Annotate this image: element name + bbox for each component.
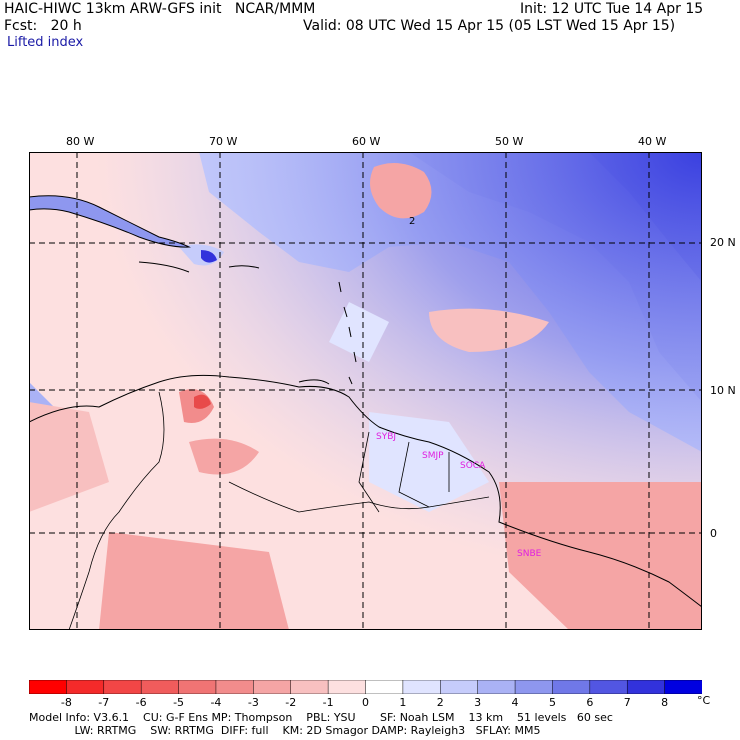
colorbar-swatch (253, 680, 292, 694)
country-border-west (68, 391, 165, 630)
colorbar-tick-label: 8 (661, 696, 669, 709)
lon-label-80w: 80 W (66, 135, 95, 148)
colorbar-tick-label: -2 (285, 696, 297, 709)
colorbar-tick-label: -3 (247, 696, 259, 709)
lon-label-40w: 40 W (638, 135, 667, 148)
colorbar-tick-label: 6 (586, 696, 594, 709)
title: HAIC-HIWC 13km ARW-GFS init NCAR/MMM (4, 1, 316, 17)
unstable-region-se (499, 482, 702, 630)
init-time: Init: 12 UTC Tue 14 Apr 15 (520, 1, 704, 17)
colorbar-tick-label: 3 (474, 696, 482, 709)
colorbar-swatch (140, 680, 180, 694)
station-smjp: SMJP (422, 451, 444, 461)
colorbar-tick-label: -5 (173, 696, 185, 709)
field-name: Lifted index (7, 35, 84, 50)
station-soca: SOCA (460, 461, 486, 471)
valid-time: Valid: 08 UTC Wed 15 Apr 15 (05 LST Wed … (303, 18, 676, 34)
colorbar-swatch (29, 680, 68, 694)
colorbar-swatch (626, 680, 666, 694)
graticule (29, 152, 702, 630)
map-frame (29, 152, 702, 630)
colorbar-swatch (664, 680, 702, 694)
colorbar-tick-label: 5 (548, 696, 556, 709)
colorbar-swatch (477, 680, 516, 694)
lon-label-60w: 60 W (352, 135, 381, 148)
unstable-cell-north (370, 163, 432, 219)
colorbar (29, 680, 702, 694)
colorbar-tick-label: 1 (399, 696, 407, 709)
station-snbe: SNBE (517, 549, 542, 559)
colorbar-tick-label: 2 (436, 696, 444, 709)
colorbar-swatch (552, 680, 591, 694)
colorbar-tick-label: 0 (362, 696, 369, 709)
colorbar-swatch (402, 680, 442, 694)
lat-label-0: 0 (710, 527, 717, 540)
contour-label: 2 (409, 216, 415, 227)
lat-label-10n: 10 N (710, 384, 736, 397)
forecast-hour: Fcst: 20 h (4, 18, 82, 34)
colorbar-swatch (215, 680, 255, 694)
stable-cell-hispaniola (201, 250, 217, 263)
colorbar-swatch (327, 680, 367, 694)
colorbar-swatch (589, 680, 628, 694)
colorbar-tick-label: 4 (511, 696, 519, 709)
colorbar-swatch (178, 680, 217, 694)
station-sybj: SYBJ (376, 432, 396, 442)
colorbar-swatch (103, 680, 142, 694)
lat-label-20n: 20 N (710, 236, 736, 249)
colorbar-swatch (440, 680, 479, 694)
colorbar-swatch (290, 680, 329, 694)
guiana-neutral (369, 412, 489, 512)
colorbar-tick-label: -6 (135, 696, 147, 709)
colorbar-tick-label: -7 (98, 696, 110, 709)
cuba-coastline (29, 195, 191, 248)
lon-label-50w: 50 W (495, 135, 524, 148)
colorbar-tick-label: -8 (60, 696, 72, 709)
colorbar-swatch (365, 680, 404, 694)
colorbar-swatch (66, 680, 105, 694)
colorbar-unit: °C (697, 694, 711, 707)
model-info-line2: LW: RRTMG SW: RRTMG DIFF: full KM: 2D Sm… (29, 724, 541, 737)
guianas-borders (358, 431, 450, 513)
south-america-coastline (29, 374, 702, 608)
model-info-line1: Model Info: V3.6.1 CU: G-F Ens MP: Thomp… (29, 711, 613, 724)
lon-label-70w: 70 W (209, 135, 238, 148)
colorbar-tick-label: -4 (210, 696, 222, 709)
country-border-south (228, 481, 490, 513)
antilles-islands (138, 261, 357, 385)
unstable-region-sw (99, 532, 289, 630)
lifted-index-map: 2 SYBJ SMJP SOCA SNBE (29, 152, 702, 630)
colorbar-swatch (514, 680, 554, 694)
colorbar-tick-label: -1 (322, 696, 334, 709)
colorbar-tick-label: 7 (623, 696, 631, 709)
